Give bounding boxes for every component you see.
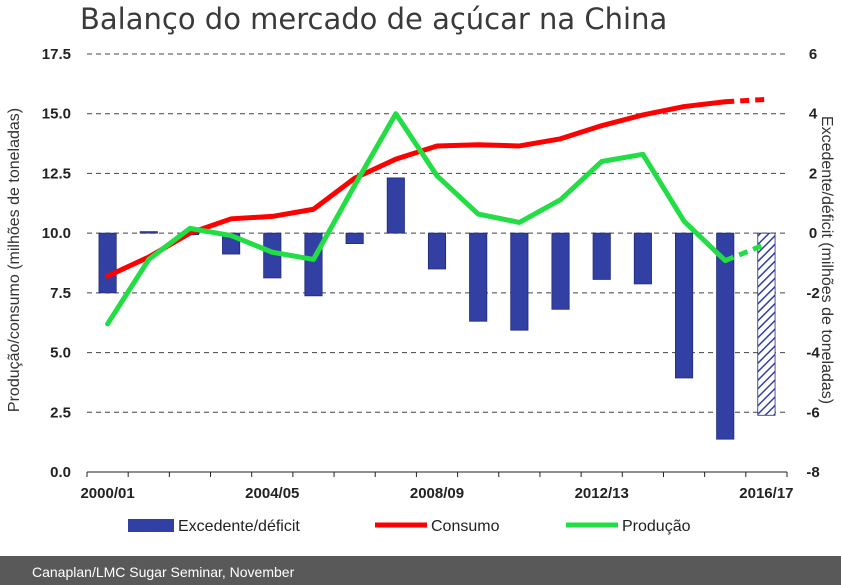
right-axis-tick-label: 6 bbox=[809, 46, 817, 63]
line-layer bbox=[105, 96, 768, 327]
bar-excedente-deficit bbox=[469, 232, 488, 322]
left-axis-tick-label: 10.0 bbox=[42, 225, 71, 242]
bar-excedente-deficit bbox=[633, 232, 652, 285]
legend-label-consumo: Consumo bbox=[431, 518, 500, 535]
legend-layer: Excedente/déficit Consumo Produção bbox=[128, 518, 691, 535]
x-axis-tick-label: 2000/01 bbox=[80, 485, 134, 502]
left-axis-title: Produção/consumo (milhões de toneladas) bbox=[6, 108, 23, 412]
right-axis-tick-label: 2 bbox=[809, 165, 817, 182]
bar-excedente-deficit bbox=[675, 232, 694, 379]
bar-excedente-deficit bbox=[592, 232, 611, 280]
left-axis-tick-label: 2.5 bbox=[50, 404, 71, 421]
bar-excedente-deficit bbox=[510, 232, 529, 331]
right-axis-tick-label: -8 bbox=[806, 464, 819, 481]
bar-excedente-deficit bbox=[304, 232, 323, 297]
bar-excedente-deficit bbox=[139, 231, 158, 234]
line-producao-projection bbox=[724, 241, 768, 263]
chart-title: Balanço do mercado de açúcar na China bbox=[80, 2, 668, 36]
chart-svg: 0.0 2.5 5.0 7.5 10.0 12.5 15.0 17.5 -8 -6 -4 -2 0 2 4 6… bbox=[6, 46, 835, 535]
legend-label-producao: Produção bbox=[622, 518, 691, 535]
right-axis-tick-label: -6 bbox=[806, 404, 819, 421]
bar-excedente-deficit bbox=[551, 232, 570, 310]
left-axis-tick-label: 7.5 bbox=[50, 285, 71, 302]
left-axis-tick-label: 17.5 bbox=[42, 46, 71, 63]
x-axis-tick-label: 2004/05 bbox=[245, 485, 299, 502]
bar-excedente-deficit bbox=[427, 232, 447, 270]
line-consumo-projection bbox=[725, 96, 767, 105]
left-axis-tick-label: 0.0 bbox=[50, 464, 71, 481]
bar-excedente-deficit bbox=[386, 177, 405, 234]
left-axis-tick-label: 15.0 bbox=[42, 106, 71, 123]
right-axis-tick-label: 0 bbox=[809, 225, 817, 242]
right-axis-tick-label: 4 bbox=[809, 106, 818, 123]
right-axis-tick-label: -4 bbox=[806, 345, 820, 362]
x-axis-tick-label: 2012/13 bbox=[575, 485, 629, 502]
bar-layer bbox=[98, 177, 776, 440]
legend-swatch-excedente-deficit bbox=[128, 519, 174, 532]
line-consumo bbox=[105, 99, 728, 279]
bar-excedente-deficit bbox=[757, 232, 776, 416]
footer-bar: Canaplan/LMC Sugar Seminar, November bbox=[0, 556, 841, 585]
left-axis-tick-label: 5.0 bbox=[50, 345, 71, 362]
right-axis-tick-label: -2 bbox=[806, 285, 819, 302]
x-axis-tick-label: 2016/17 bbox=[739, 485, 793, 502]
footer-source: Canaplan/LMC Sugar Seminar, November bbox=[32, 564, 295, 580]
x-axis-tick-label: 2008/09 bbox=[410, 485, 464, 502]
bar-excedente-deficit bbox=[345, 232, 364, 244]
axis-layer: 0.0 2.5 5.0 7.5 10.0 12.5 15.0 17.5 -8 -6 -4 -2 0 2 4 6… bbox=[6, 46, 835, 502]
bar-excedente-deficit bbox=[716, 232, 735, 440]
bar-excedente-deficit bbox=[98, 232, 117, 294]
right-axis-title: Excedente/déficit (milhões de toneladas) bbox=[818, 116, 835, 404]
left-axis-tick-label: 12.5 bbox=[42, 165, 71, 182]
line-producao bbox=[105, 111, 728, 327]
legend-label-excedente-deficit: Excedente/déficit bbox=[178, 518, 300, 535]
